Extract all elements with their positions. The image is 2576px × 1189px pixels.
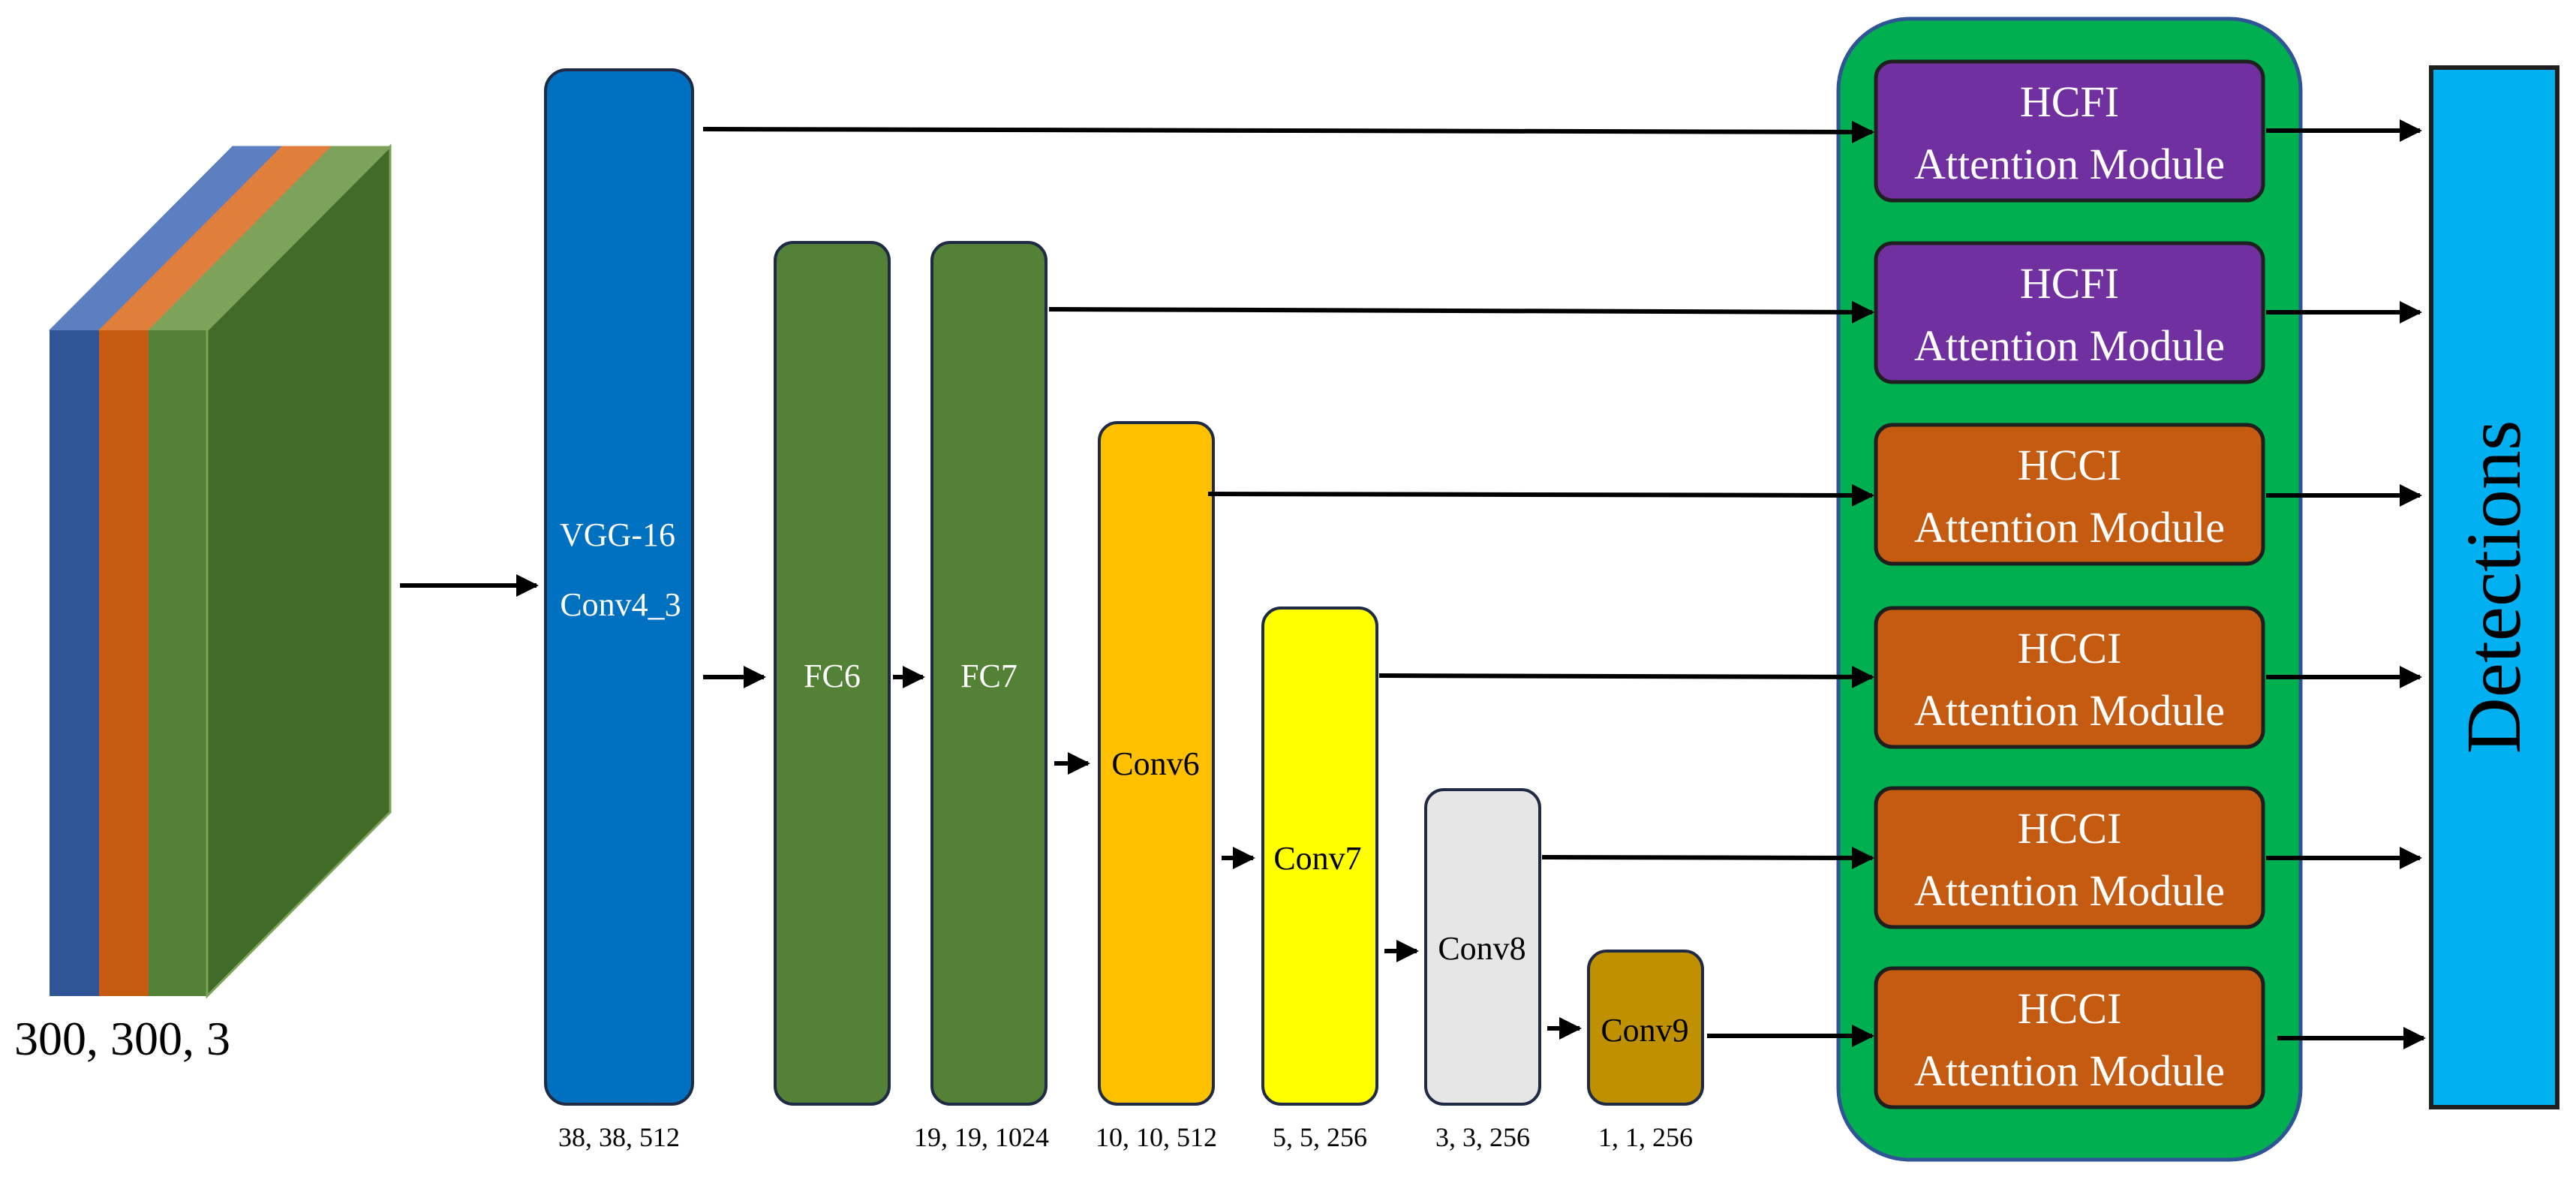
fc7-dims-label: 19, 19, 1024	[914, 1122, 1049, 1152]
attention-module-6: HCCI Attention Module	[1874, 966, 2265, 1109]
input-green-side	[206, 143, 392, 999]
attention-module-6-title: HCCI	[2018, 984, 2122, 1033]
attention-module-3-subtitle: Attention Module	[1914, 503, 2225, 552]
input-blue-face	[50, 330, 99, 996]
attention-module-5-title: HCCI	[2018, 804, 2122, 853]
attention-module-1-box	[1874, 59, 2265, 203]
input-green-face	[149, 330, 207, 996]
attention-module-3: HCCI Attention Module	[1874, 423, 2265, 566]
conv9-dims-label: 1, 1, 256	[1598, 1122, 1693, 1152]
attention-module-1: HCFI Attention Module	[1874, 59, 2265, 203]
conv7-block	[1261, 607, 1378, 1106]
vgg16-conv4-3-block	[544, 68, 694, 1106]
fc7-label: FC7	[960, 658, 1017, 694]
vgg16-label: VGG-16	[560, 516, 675, 553]
input-size-label: 300, 300, 3	[14, 1012, 230, 1065]
input-orange-face	[99, 330, 149, 996]
conv6-block	[1098, 421, 1215, 1106]
attention-module-2: HCFI Attention Module	[1874, 241, 2265, 384]
attention-module-5-box	[1874, 786, 2265, 929]
fc6-label: FC6	[804, 658, 861, 694]
conv8-label: Conv8	[1438, 930, 1525, 967]
attention-module-2-subtitle: Attention Module	[1914, 321, 2225, 370]
arrow-conv6-to-attention-3	[1207, 483, 1874, 507]
attention-module-1-title: HCFI	[2020, 77, 2119, 126]
attention-module-1-subtitle: Attention Module	[1914, 140, 2225, 188]
arrow-conv8-to-attention-5	[1541, 846, 1874, 869]
conv6-label: Conv6	[1111, 745, 1199, 782]
attention-module-6-box	[1874, 966, 2265, 1109]
conv4-3-label: Conv4_3	[560, 586, 681, 623]
conv6-dims-label: 10, 10, 512	[1096, 1122, 1217, 1152]
attention-module-5-subtitle: Attention Module	[1914, 866, 2225, 915]
attention-module-3-box	[1874, 423, 2265, 566]
attention-module-4-box	[1874, 606, 2265, 749]
conv9-label: Conv9	[1601, 1012, 1688, 1049]
conv7-label: Conv7	[1273, 840, 1361, 877]
conv8-block	[1424, 788, 1541, 1106]
vgg-dims-label: 38, 38, 512	[558, 1122, 680, 1152]
attention-module-2-title: HCFI	[2020, 259, 2119, 308]
attention-module-6-subtitle: Attention Module	[1914, 1046, 2225, 1095]
conv7-dims-label: 5, 5, 256	[1273, 1122, 1367, 1152]
attention-module-4-subtitle: Attention Module	[1914, 686, 2225, 735]
conv9-block	[1587, 950, 1704, 1106]
arrow-fc7-to-attention-2	[1048, 300, 1874, 324]
arrow-conv7-to-attention-4	[1378, 665, 1874, 688]
attention-module-2-box	[1874, 241, 2265, 384]
fc6-block	[774, 241, 891, 1106]
detections-label: Detections	[2451, 420, 2537, 754]
input-image-stack	[48, 143, 392, 999]
attention-module-5: HCCI Attention Module	[1874, 786, 2265, 929]
attention-module-4-title: HCCI	[2018, 624, 2122, 673]
attention-module-3-title: HCCI	[2018, 441, 2122, 489]
conv8-dims-label: 3, 3, 256	[1435, 1122, 1530, 1152]
detections-block	[2429, 65, 2559, 1109]
fc7-block	[930, 241, 1048, 1106]
attention-module-4: HCCI Attention Module	[1874, 606, 2265, 749]
arrow-vgg-to-attention-1	[702, 120, 1874, 143]
